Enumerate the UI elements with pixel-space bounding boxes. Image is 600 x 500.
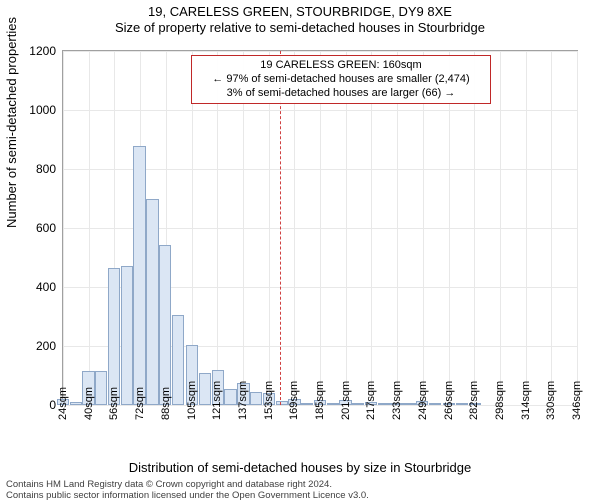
gridline-v (526, 51, 527, 405)
histogram-bar (250, 392, 262, 405)
x-axis-title: Distribution of semi-detached houses by … (0, 460, 600, 475)
gridline-v (63, 51, 64, 405)
y-tick-label: 1000 (8, 103, 56, 117)
histogram-bar (352, 403, 364, 405)
histogram-bar (327, 403, 339, 405)
gridline-v (551, 51, 552, 405)
y-tick-label: 600 (8, 221, 56, 235)
histogram-bar (133, 146, 145, 405)
histogram-bar (224, 389, 236, 405)
histogram-bar (199, 373, 211, 405)
gridline-v (577, 51, 578, 405)
chart-title-line1: 19, CARELESS GREEN, STOURBRIDGE, DY9 8XE (0, 4, 600, 20)
y-tick-label: 200 (8, 339, 56, 353)
histogram-bar (276, 401, 288, 405)
histogram-bar (378, 403, 390, 405)
histogram-bar (108, 268, 120, 405)
annotation-line: 19 CARELESS GREEN: 160sqm (198, 59, 484, 73)
y-tick-label: 0 (8, 398, 56, 412)
plot-area: 19 CARELESS GREEN: 160sqm← 97% of semi-d… (62, 50, 578, 406)
footer-attribution: Contains HM Land Registry data © Crown c… (6, 480, 369, 500)
histogram-bar (146, 199, 158, 406)
histogram-bar (172, 315, 184, 405)
histogram-bar (403, 403, 415, 405)
y-tick-label: 400 (8, 280, 56, 294)
histogram-bar (70, 402, 82, 405)
histogram-bar (121, 266, 133, 405)
annotation-line: ← 97% of semi-detached houses are smalle… (198, 73, 484, 87)
y-tick-label: 1200 (8, 44, 56, 58)
histogram-bar (429, 403, 441, 405)
annotation-box: 19 CARELESS GREEN: 160sqm← 97% of semi-d… (191, 55, 491, 104)
histogram-bar (95, 371, 107, 405)
y-tick-label: 800 (8, 162, 56, 176)
histogram-bar (159, 245, 171, 405)
histogram-bar (456, 403, 468, 405)
chart-root: 19, CARELESS GREEN, STOURBRIDGE, DY9 8XE… (0, 4, 600, 500)
histogram-bar (301, 403, 313, 405)
gridline-v (89, 51, 90, 405)
chart-title-line2: Size of property relative to semi-detach… (0, 20, 600, 36)
gridline-v (500, 51, 501, 405)
annotation-line: 3% of semi-detached houses are larger (6… (198, 87, 484, 101)
